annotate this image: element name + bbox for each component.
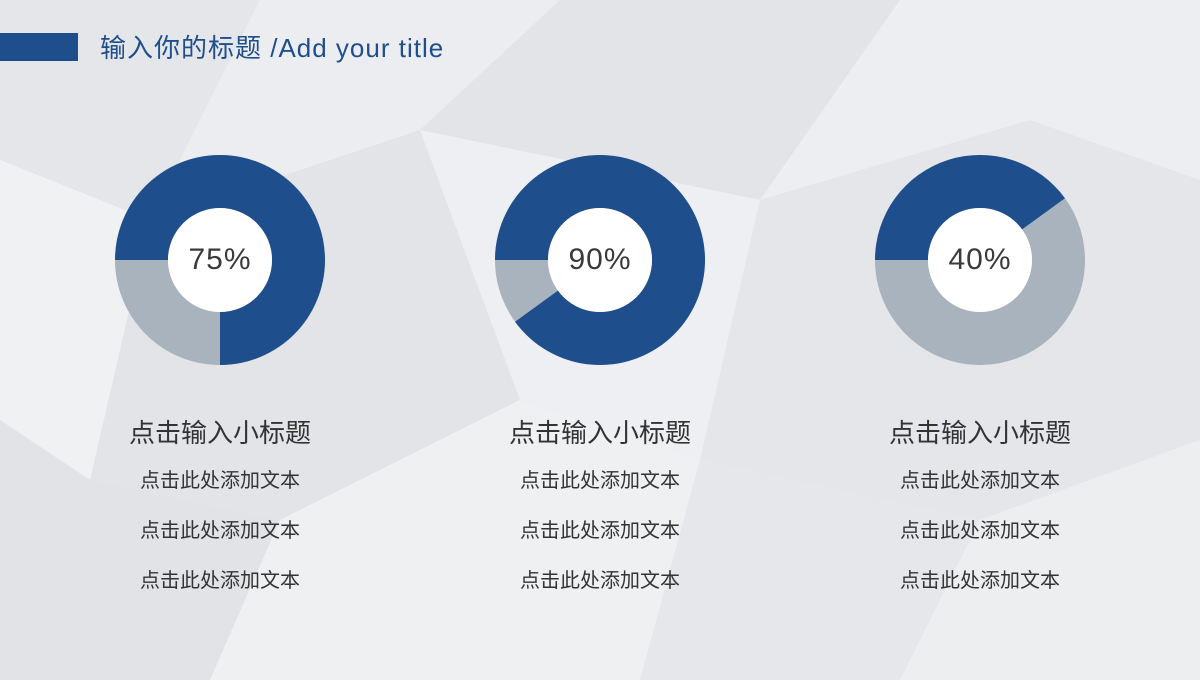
panel-1: 75% 点击输入小标题 点击此处添加文本 点击此处添加文本 点击此处添加文本 xyxy=(90,155,350,600)
donut-label-2: 90% xyxy=(495,155,705,365)
donut-chart-3: 40% xyxy=(875,155,1085,365)
panel-3-line-3: 点击此处添加文本 xyxy=(900,562,1060,600)
panel-2: 90% 点击输入小标题 点击此处添加文本 点击此处添加文本 点击此处添加文本 xyxy=(470,155,730,600)
panel-2-subtitle: 点击输入小标题 xyxy=(509,413,691,450)
donut-chart-2: 90% xyxy=(495,155,705,365)
accent-bar xyxy=(0,33,78,61)
panels-row: 75% 点击输入小标题 点击此处添加文本 点击此处添加文本 点击此处添加文本 9… xyxy=(0,155,1200,600)
panel-2-line-1: 点击此处添加文本 xyxy=(520,462,680,500)
panel-3: 40% 点击输入小标题 点击此处添加文本 点击此处添加文本 点击此处添加文本 xyxy=(850,155,1110,600)
donut-label-3: 40% xyxy=(875,155,1085,365)
page-title: 输入你的标题 /Add your title xyxy=(100,28,444,65)
slide-header: 输入你的标题 /Add your title xyxy=(0,0,1200,65)
panel-1-line-3: 点击此处添加文本 xyxy=(140,562,300,600)
panel-1-line-2: 点击此处添加文本 xyxy=(140,512,300,550)
panel-3-line-2: 点击此处添加文本 xyxy=(900,512,1060,550)
panel-1-line-1: 点击此处添加文本 xyxy=(140,462,300,500)
panel-3-subtitle: 点击输入小标题 xyxy=(889,413,1071,450)
panel-2-line-2: 点击此处添加文本 xyxy=(520,512,680,550)
donut-chart-1: 75% xyxy=(115,155,325,365)
panel-3-line-1: 点击此处添加文本 xyxy=(900,462,1060,500)
panel-1-subtitle: 点击输入小标题 xyxy=(129,413,311,450)
panel-2-line-3: 点击此处添加文本 xyxy=(520,562,680,600)
donut-label-1: 75% xyxy=(115,155,325,365)
